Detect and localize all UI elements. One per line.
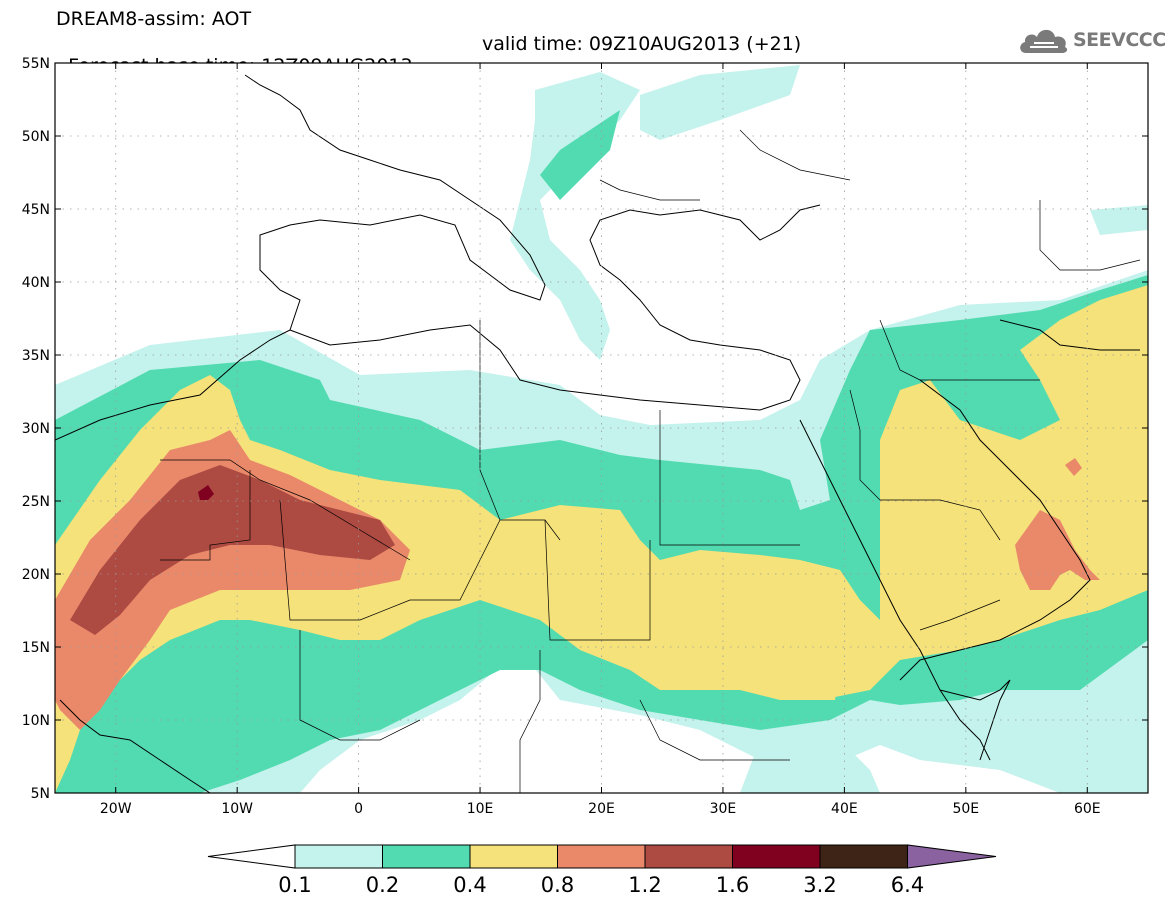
colorbar-swatch — [382, 844, 471, 869]
lat-tick-label: 35N — [22, 348, 50, 364]
lat-tick-label: 30N — [22, 421, 50, 437]
colorbar-swatch — [732, 844, 821, 869]
colorbar-label: 0.4 — [453, 873, 486, 897]
aot-band-0.4 — [55, 285, 1148, 793]
valid-time-label: valid time: 09Z10AUG2013 (+21) — [482, 33, 802, 55]
colorbar-swatch — [294, 844, 383, 869]
colorbar-label: 6.4 — [891, 873, 924, 897]
gridlines — [55, 63, 1148, 793]
colorbar-swatch — [557, 844, 646, 869]
seevccc-logo: SEEVCCC — [1018, 25, 1165, 55]
lon-tick-label: 10E — [467, 801, 494, 817]
lat-tick-label: 55N — [22, 56, 50, 72]
lon-tick-label: 60E — [1074, 801, 1101, 817]
lon-tick-label: 20E — [588, 801, 615, 817]
colorbar-label: 0.1 — [278, 873, 311, 897]
colorbar-label: 3.2 — [803, 873, 836, 897]
lat-tick-label: 45N — [22, 202, 50, 218]
lat-tick-label: 15N — [22, 640, 50, 656]
lat-tick-label: 40N — [22, 275, 50, 291]
longitude-axis: 20W 10W 0 10E 20E 30E 40E 50E 60E — [100, 63, 1101, 817]
colorbar-label: 0.2 — [366, 873, 399, 897]
logo-text: SEEVCCC — [1073, 29, 1165, 51]
lat-tick-label: 5N — [31, 786, 50, 802]
lon-tick-label: 30E — [710, 801, 737, 817]
lon-tick-label: 20W — [100, 801, 132, 817]
colorbar-label: 1.2 — [628, 873, 661, 897]
cloud-icon — [1020, 29, 1068, 53]
map-title: DREAM8-assim: AOT — [56, 8, 252, 30]
colorbar-label: 0.8 — [541, 873, 574, 897]
colorbar-swatch — [469, 844, 558, 869]
aot-band-1.2 — [70, 465, 395, 635]
lon-tick-label: 0 — [354, 801, 363, 817]
aot-fields — [55, 65, 1148, 793]
aot-band-1.6 — [198, 485, 214, 500]
latitude-axis: 5N 10N 15N 20N 25N 30N 35N 40N 45N 50N 55N — [22, 56, 1148, 802]
colorbar-swatch — [644, 844, 733, 869]
colorbar-label: 1.6 — [716, 873, 749, 897]
lon-tick-label: 40E — [831, 801, 858, 817]
lat-tick-label: 10N — [22, 713, 50, 729]
colorbar-swatch — [819, 844, 908, 869]
lat-tick-label: 25N — [22, 494, 50, 510]
lat-tick-label: 20N — [22, 567, 50, 583]
lon-tick-label: 10W — [221, 801, 253, 817]
coastlines — [55, 74, 1140, 793]
colorbar-over-triangle — [907, 844, 997, 869]
aot-band-0.8 — [55, 430, 1100, 730]
country-borders — [160, 129, 1141, 793]
colorbar-under-triangle — [207, 844, 296, 869]
lon-tick-label: 50E — [952, 801, 979, 817]
lat-tick-label: 50N — [22, 129, 50, 145]
colorbar: 0.1 0.2 0.4 0.8 1.2 1.6 3.2 6.4 — [207, 844, 997, 897]
